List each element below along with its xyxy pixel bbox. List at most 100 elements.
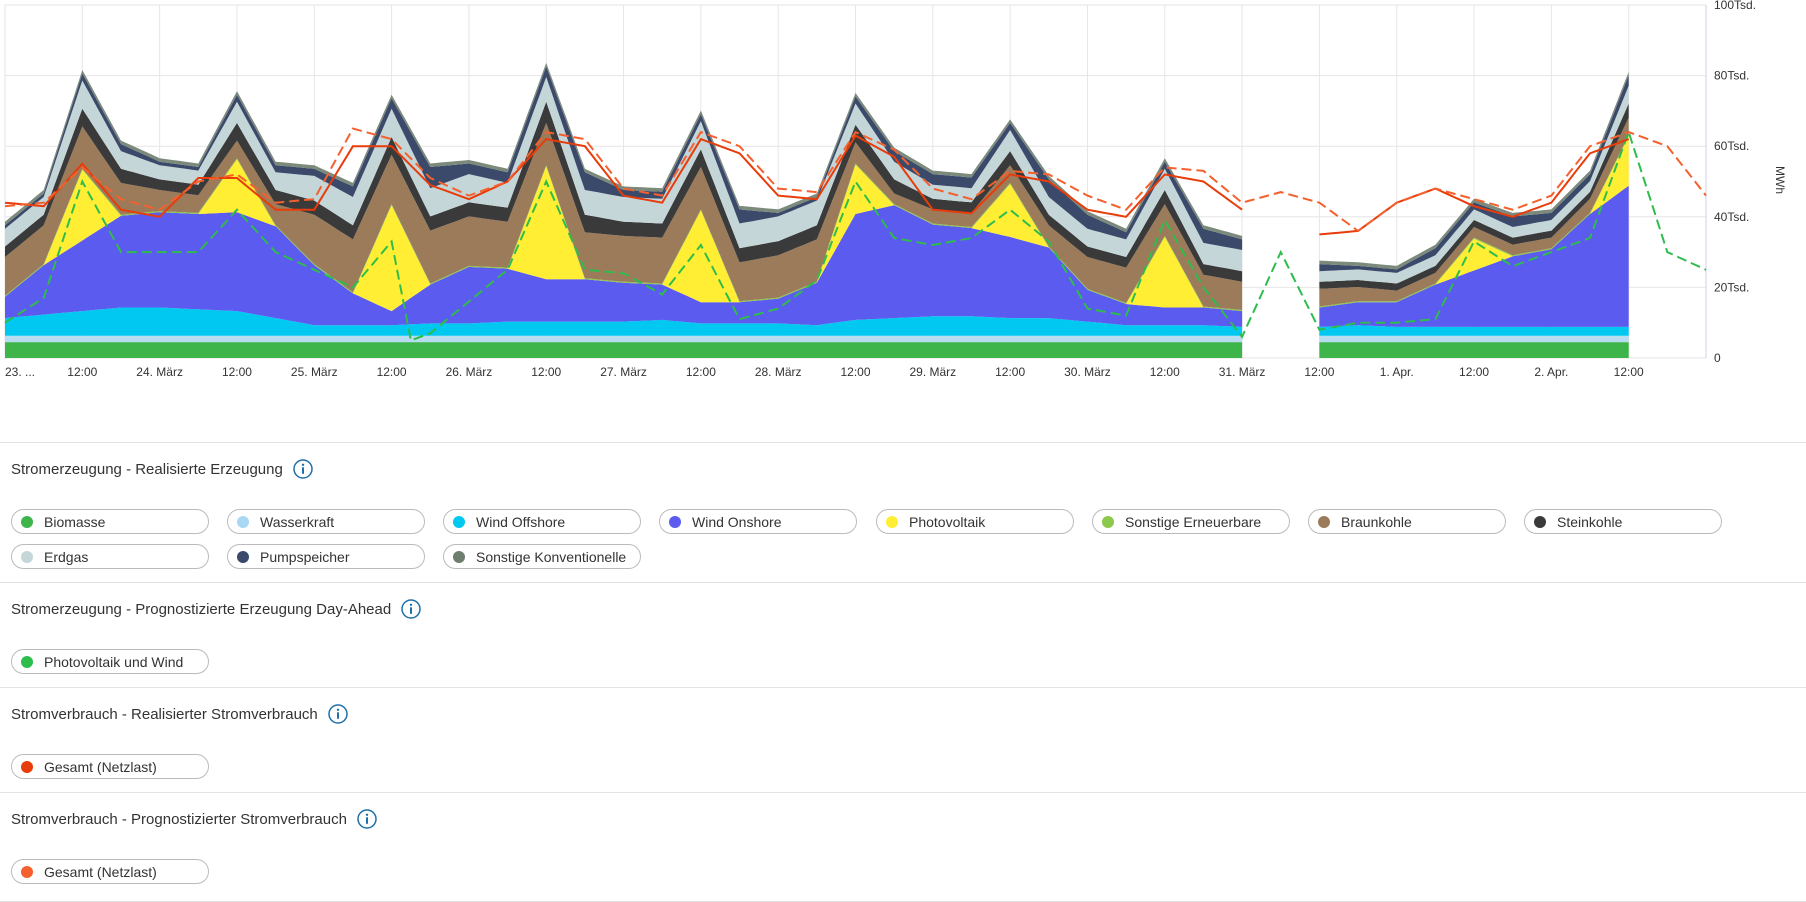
legend-sonstige-erneuerbare[interactable]: Sonstige Erneuerbare — [1092, 509, 1290, 534]
legend-label: Wind Offshore — [476, 513, 566, 530]
legend-sonstige-konventionelle[interactable]: Sonstige Konventionelle — [443, 544, 641, 569]
legend-dot — [21, 655, 33, 668]
section-title: Stromverbrauch - Prognostizierter Stromv… — [11, 809, 377, 829]
section-title-text: Stromverbrauch - Realisierter Stromverbr… — [11, 705, 318, 723]
legend-biomasse[interactable]: Biomasse — [11, 509, 209, 534]
info-icon[interactable] — [357, 809, 377, 829]
legend-label: Sonstige Erneuerbare — [1125, 513, 1262, 530]
area-biomasse — [5, 342, 1243, 358]
info-icon[interactable] — [401, 599, 421, 619]
area-braunkohle — [5, 122, 1243, 311]
x-tick-label: 12:00 — [686, 365, 716, 379]
y-tick-label: 40Tsd. — [1714, 210, 1749, 224]
area-wind-onshore — [1319, 185, 1629, 327]
legend-label: Photovoltaik und Wind — [44, 653, 184, 670]
x-tick-label: 12:00 — [1459, 365, 1489, 379]
y-unit-label: MWh — [1773, 166, 1787, 194]
legend-dot — [669, 515, 681, 528]
line-photovoltaik-und-wind-dashed — [4, 129, 1707, 342]
x-tick-label: 12:00 — [840, 365, 870, 379]
x-tick-label: 12:00 — [1150, 365, 1180, 379]
legend-dot — [1534, 515, 1546, 528]
section-title: Stromerzeugung - Realisierte Erzeugung — [11, 459, 313, 479]
chart-canvas: 0 20Tsd. 40Tsd. 60Tsd. 80Tsd. 100Tsd. 23. ... 1… — [4, 0, 1787, 379]
x-tick-label: 28. März — [755, 365, 802, 379]
y-tick-label: 80Tsd. — [1714, 69, 1749, 83]
section-title-text: Stromerzeugung - Realisierte Erzeugung — [11, 460, 283, 478]
legend-pumpspeicher[interactable]: Pumpspeicher — [227, 544, 425, 569]
section-realised-consumption: Stromverbrauch - Realisierter Stromverbr… — [0, 687, 1806, 793]
x-tick-label: 12:00 — [531, 365, 561, 379]
legend-label: Wasserkraft — [260, 513, 335, 530]
info-icon[interactable] — [293, 459, 313, 479]
area-wind-onshore — [5, 205, 1243, 327]
legend-dot — [237, 515, 249, 528]
x-tick-label: 12:00 — [1304, 365, 1334, 379]
legend-dot — [1102, 515, 1114, 528]
area-steinkohle — [5, 101, 1243, 282]
legend-label: Braunkohle — [1341, 513, 1412, 530]
line-gesamt-netzlast--dashed — [4, 127, 1707, 233]
legend-dot — [453, 550, 465, 563]
x-tick-label: 12:00 — [377, 365, 407, 379]
x-tick-label: 26. März — [446, 365, 493, 379]
legend-dot — [21, 515, 33, 528]
legend-dot — [21, 865, 33, 878]
area-braunkohle — [1319, 117, 1629, 307]
x-tick-label: 12:00 — [995, 365, 1025, 379]
legend-label: Photovoltaik — [909, 513, 986, 530]
y-tick-label: 0 — [1714, 351, 1721, 365]
y-tick-label: 20Tsd. — [1714, 280, 1749, 294]
legend-label: Steinkohle — [1557, 513, 1623, 530]
area-wind-offshore — [1319, 325, 1629, 336]
legend-erdgas[interactable]: Erdgas — [11, 544, 209, 569]
section-title: Stromerzeugung - Prognostizierte Erzeugu… — [11, 599, 421, 619]
legend-label: Gesamt (Netzlast) — [44, 863, 157, 880]
area-erdgas — [5, 77, 1243, 272]
legend-dot — [21, 760, 33, 773]
legend-label: Gesamt (Netzlast) — [44, 758, 157, 775]
generation-consumption-chart[interactable]: 0 20Tsd. 40Tsd. 60Tsd. 80Tsd. 100Tsd. 23. ... 1… — [0, 0, 1806, 380]
area-biomasse — [1319, 342, 1629, 358]
legend-gesamt-netzlast-forecast[interactable]: Gesamt (Netzlast) — [11, 859, 209, 884]
x-tick-label: 12:00 — [67, 365, 97, 379]
section-forecast-generation: Stromerzeugung - Prognostizierte Erzeugu… — [0, 582, 1806, 688]
legend-gesamt-netzlast-realised[interactable]: Gesamt (Netzlast) — [11, 754, 209, 779]
legend-wind-offshore[interactable]: Wind Offshore — [443, 509, 641, 534]
x-tick-label: 12:00 — [222, 365, 252, 379]
area-wasserkraft — [1319, 335, 1629, 343]
area-wasserkraft — [5, 335, 1243, 343]
legend-dot — [237, 550, 249, 563]
x-tick-label: 25. März — [291, 365, 338, 379]
x-tick-label: 12:00 — [1614, 365, 1644, 379]
legend-label: Sonstige Konventionelle — [476, 548, 627, 565]
y-tick-label: 60Tsd. — [1714, 139, 1749, 153]
legend-photovoltaik-und-wind[interactable]: Photovoltaik und Wind — [11, 649, 209, 674]
legend-braunkohle[interactable]: Braunkohle — [1308, 509, 1506, 534]
y-tick-label: 100Tsd. — [1714, 0, 1756, 12]
legend-wind-onshore[interactable]: Wind Onshore — [659, 509, 857, 534]
legend-label: Erdgas — [44, 548, 89, 565]
legend-dot — [1318, 515, 1330, 528]
section-title-text: Stromerzeugung - Prognostizierte Erzeugu… — [11, 600, 392, 618]
x-tick-label: 30. März — [1064, 365, 1111, 379]
legend-wasserkraft[interactable]: Wasserkraft — [227, 509, 425, 534]
section-realised-generation: Stromerzeugung - Realisierte Erzeugung B… — [0, 442, 1806, 583]
x-tick-label: 1. Apr. — [1380, 365, 1414, 379]
legend-dot — [21, 550, 33, 563]
section-title-text: Stromverbrauch - Prognostizierter Stromv… — [11, 810, 347, 828]
x-tick-label: 27. März — [600, 365, 647, 379]
x-tick-label: 29. März — [909, 365, 956, 379]
legend-steinkohle[interactable]: Steinkohle — [1524, 509, 1722, 534]
info-icon[interactable] — [328, 704, 348, 724]
x-tick-label: 31. März — [1219, 365, 1266, 379]
section-forecast-consumption: Stromverbrauch - Prognostizierter Stromv… — [0, 792, 1806, 902]
legend-photovoltaik[interactable]: Photovoltaik — [876, 509, 1074, 534]
legend-dot — [886, 515, 898, 528]
x-tick-label: 23. ... — [5, 365, 35, 379]
legend-label: Pumpspeicher — [260, 548, 350, 565]
section-title: Stromverbrauch - Realisierter Stromverbr… — [11, 704, 348, 724]
legend-dot — [453, 515, 465, 528]
area-pumpspeicher — [5, 66, 1243, 251]
x-tick-label: 24. März — [136, 365, 183, 379]
